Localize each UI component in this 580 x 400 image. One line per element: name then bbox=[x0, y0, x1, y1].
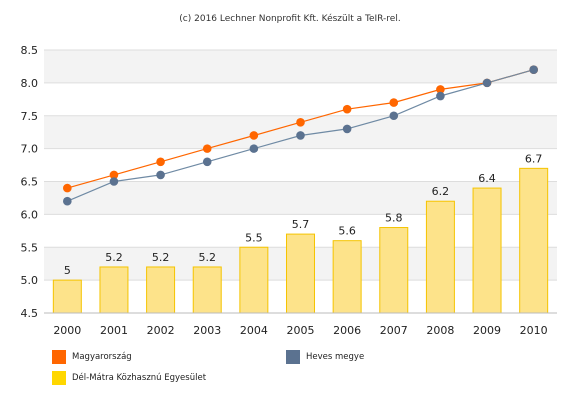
x-tick-label: 2003 bbox=[193, 324, 221, 337]
bar bbox=[379, 227, 409, 314]
chart-credit: (c) 2016 Lechner Nonprofit Kft. Készült … bbox=[179, 14, 401, 24]
legend-swatch-magyarorszag bbox=[52, 350, 66, 364]
bar bbox=[146, 266, 176, 314]
legend-swatch-heves bbox=[286, 350, 300, 364]
bar-data-label: 5.6 bbox=[338, 225, 356, 238]
line-heves-point bbox=[389, 111, 399, 121]
x-tick-label: 2009 bbox=[473, 324, 501, 337]
x-tick-label: 2002 bbox=[147, 324, 175, 337]
bar bbox=[472, 187, 502, 314]
line-magyarorszag-point bbox=[249, 131, 259, 140]
x-tick-label: 2005 bbox=[287, 324, 315, 337]
bar bbox=[52, 279, 82, 314]
x-tick-label: 2008 bbox=[426, 324, 454, 337]
legend-item-heves[interactable]: Heves megye bbox=[286, 350, 364, 364]
y-tick-label: 7.5 bbox=[21, 110, 39, 123]
y-tick-label: 5.0 bbox=[21, 274, 39, 287]
x-tick-label: 2006 bbox=[333, 324, 361, 337]
bar-data-label: 6.4 bbox=[478, 172, 496, 185]
x-tick-label: 2000 bbox=[53, 324, 81, 337]
bar-data-label: 5.7 bbox=[292, 218, 310, 231]
line-magyarorszag-point bbox=[389, 98, 399, 107]
bar bbox=[99, 266, 129, 314]
bar-data-label: 5.2 bbox=[105, 251, 123, 264]
bar bbox=[332, 240, 362, 314]
line-heves-point bbox=[296, 131, 305, 140]
line-magyarorszag-point bbox=[63, 183, 72, 193]
line-magyarorszag-point bbox=[342, 104, 352, 114]
line-heves-point bbox=[202, 157, 212, 167]
bar bbox=[425, 200, 455, 314]
y-tick-label: 4.5 bbox=[21, 307, 39, 320]
y-tick-label: 6.0 bbox=[21, 208, 39, 221]
line-heves-point bbox=[249, 144, 259, 153]
legend-label-dmke: Dél-Mátra Közhasznú Egyesület bbox=[72, 373, 207, 383]
line-heves-point bbox=[156, 170, 165, 180]
line-heves-point bbox=[63, 196, 72, 206]
x-tick-label: 2010 bbox=[520, 324, 548, 337]
legend-label-heves: Heves megye bbox=[306, 352, 365, 362]
line-magyarorszag-point bbox=[296, 118, 305, 127]
bar bbox=[286, 233, 315, 314]
bar bbox=[192, 266, 222, 314]
y-tick-label: 5.5 bbox=[21, 241, 39, 254]
legend-item-magyarorszag[interactable]: Magyarország bbox=[52, 350, 132, 364]
x-tick-label: 2001 bbox=[100, 324, 128, 337]
bar bbox=[519, 167, 549, 314]
legend-swatch-dmke bbox=[52, 371, 66, 385]
plot-band bbox=[44, 181, 557, 215]
line-heves-point bbox=[482, 78, 492, 88]
y-tick-label: 6.5 bbox=[21, 176, 39, 189]
line-magyarorszag-point bbox=[436, 85, 445, 94]
bar-data-label: 5.2 bbox=[198, 251, 216, 264]
line-heves-point bbox=[109, 177, 119, 186]
y-tick-label: 7.0 bbox=[21, 143, 39, 156]
bar bbox=[239, 246, 269, 314]
line-magyarorszag-point bbox=[109, 170, 119, 180]
legend-label-magyarorszag: Magyarország bbox=[72, 352, 132, 362]
x-tick-label: 2007 bbox=[380, 324, 408, 337]
line-magyarorszag-point bbox=[202, 144, 212, 153]
legend-item-dmke[interactable]: Dél-Mátra Közhasznú Egyesület bbox=[52, 371, 206, 385]
line-heves-point bbox=[436, 91, 445, 101]
line-heves-point bbox=[529, 65, 538, 75]
bar-data-label: 5.8 bbox=[385, 212, 403, 225]
line-heves-point bbox=[342, 124, 352, 134]
x-tick-label: 2004 bbox=[240, 324, 268, 337]
bar-data-label: 5.2 bbox=[152, 251, 170, 264]
plot-band bbox=[44, 50, 557, 83]
y-tick-label: 8.5 bbox=[21, 44, 39, 57]
line-magyarorszag-point bbox=[156, 157, 165, 167]
bar-data-label: 5.5 bbox=[245, 231, 263, 244]
bar-data-label: 5 bbox=[64, 264, 71, 277]
bar-data-label: 6.7 bbox=[525, 152, 543, 165]
bar-data-label: 6.2 bbox=[432, 185, 450, 198]
y-tick-label: 8.0 bbox=[21, 77, 39, 90]
